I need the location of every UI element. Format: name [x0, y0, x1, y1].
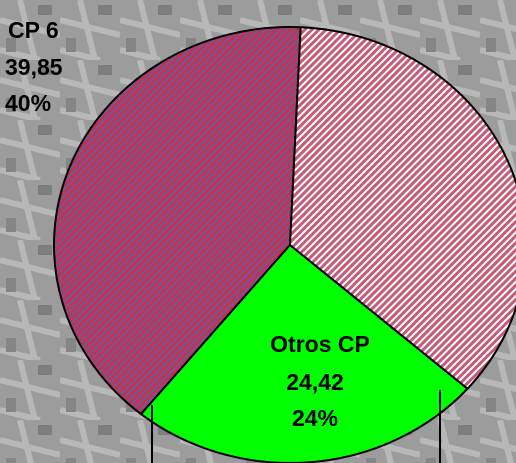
- pie-slice: [288, 26, 516, 391]
- pie-slice: [53, 26, 302, 416]
- slice-value: 39,85: [5, 54, 63, 80]
- slice-label: Otros CP: [270, 331, 370, 357]
- slice-percent: 40%: [5, 90, 51, 116]
- pie-slice: [139, 243, 469, 463]
- slice-label: CP 6: [8, 17, 59, 43]
- slice-value: 24,42: [286, 369, 344, 395]
- slice-percent: 24%: [292, 405, 338, 431]
